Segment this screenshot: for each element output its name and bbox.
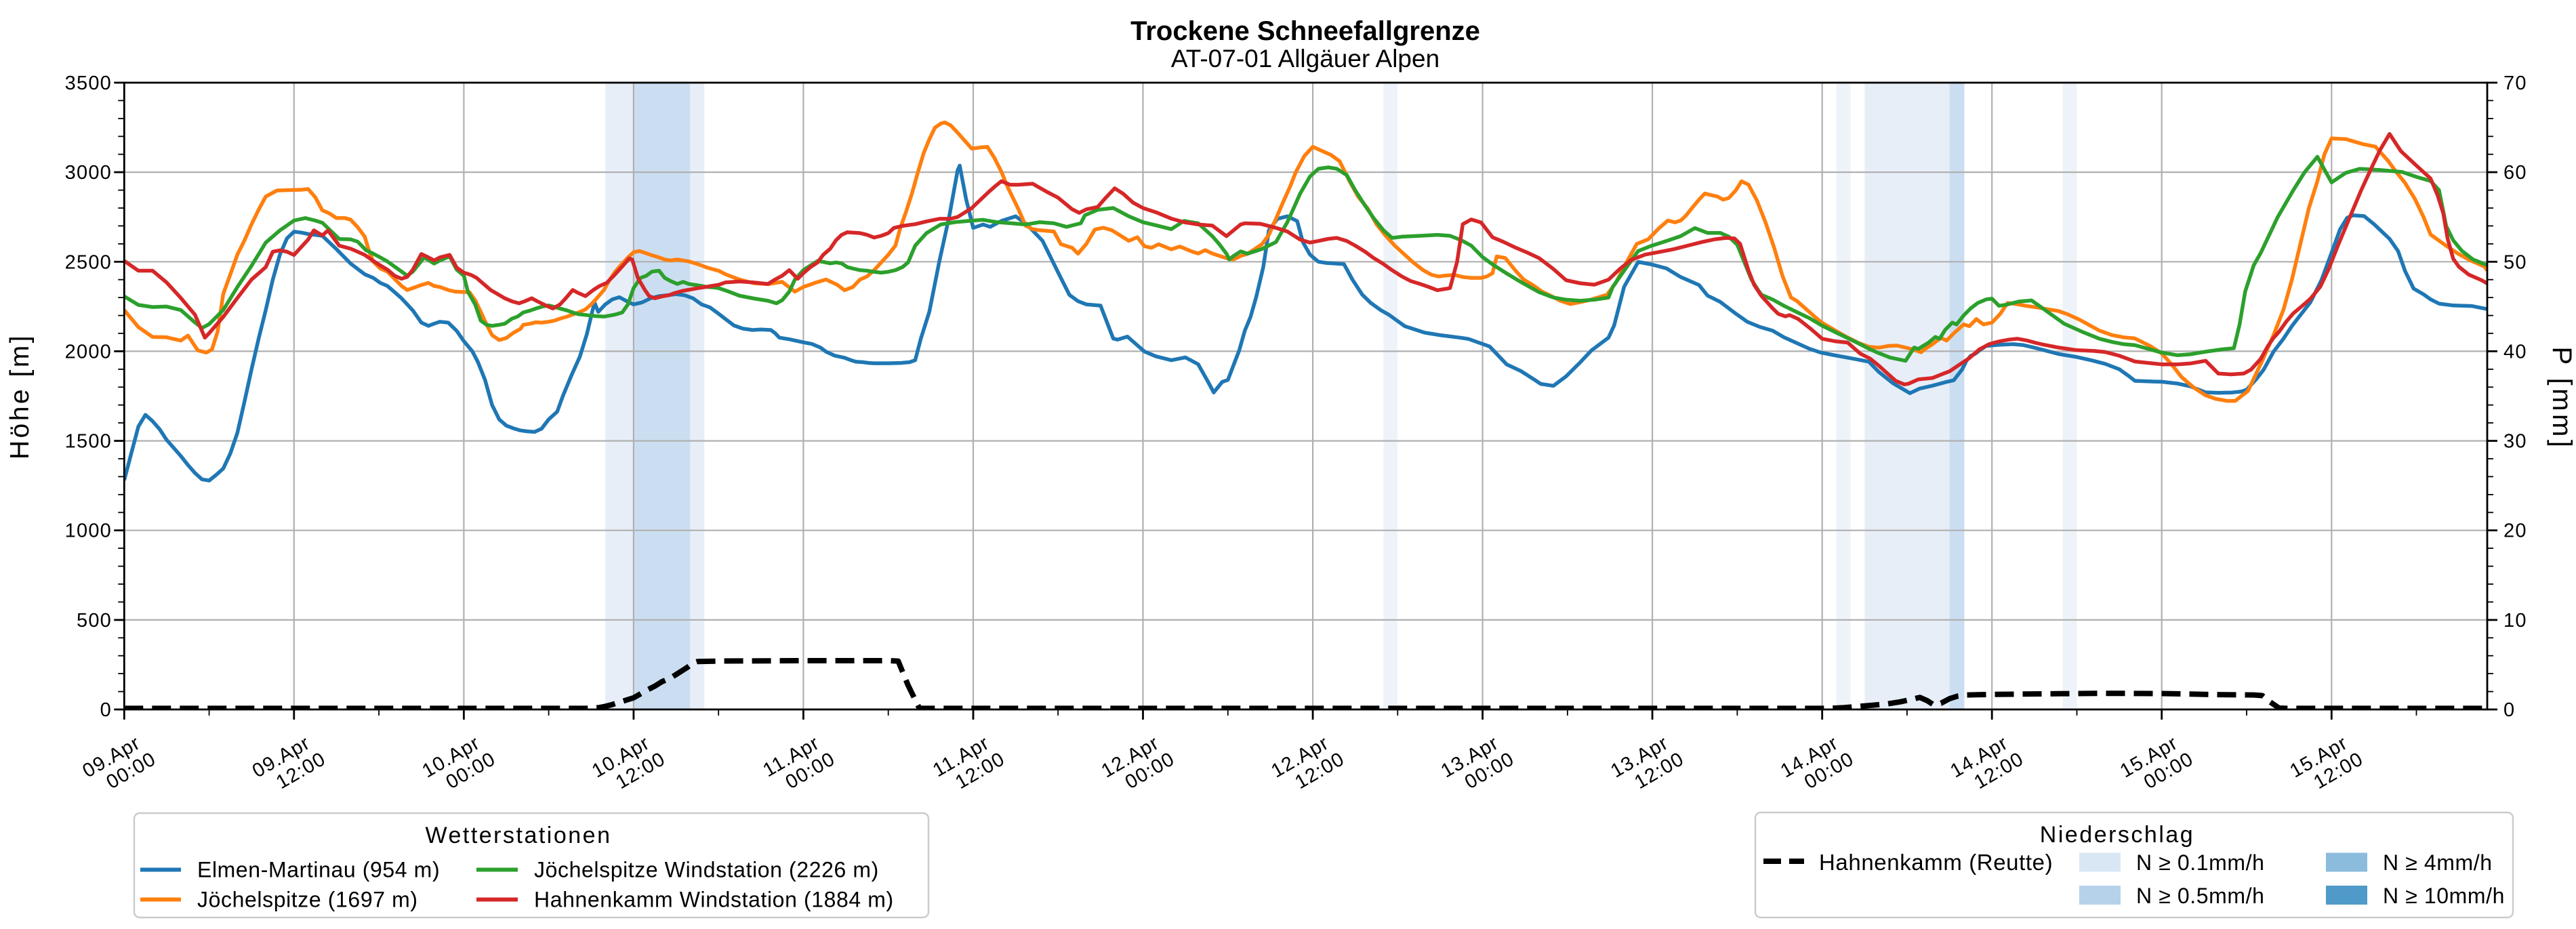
svg-text:Jöchelspitze Windstation (2226: Jöchelspitze Windstation (2226 m) <box>534 858 879 882</box>
svg-text:30: 30 <box>2503 431 2527 453</box>
svg-text:10: 10 <box>2503 610 2527 632</box>
svg-text:2500: 2500 <box>65 251 112 273</box>
svg-text:N ≥ 0.1mm/h: N ≥ 0.1mm/h <box>2136 850 2265 875</box>
svg-text:N ≥ 4mm/h: N ≥ 4mm/h <box>2383 850 2493 875</box>
svg-text:N ≥ 10mm/h: N ≥ 10mm/h <box>2383 884 2505 908</box>
svg-text:60: 60 <box>2503 162 2527 184</box>
svg-text:1500: 1500 <box>65 431 112 453</box>
svg-text:Elmen-Martinau (954 m): Elmen-Martinau (954 m) <box>197 858 440 882</box>
svg-text:3500: 3500 <box>65 73 112 94</box>
svg-text:0: 0 <box>2503 699 2515 721</box>
svg-text:1000: 1000 <box>65 520 112 542</box>
svg-text:Wetterstationen: Wetterstationen <box>425 823 611 848</box>
svg-text:Hahnenkamm Windstation (1884 m: Hahnenkamm Windstation (1884 m) <box>534 888 894 912</box>
svg-text:40: 40 <box>2503 341 2527 363</box>
svg-text:N ≥ 0.5mm/h: N ≥ 0.5mm/h <box>2136 884 2265 908</box>
svg-text:0: 0 <box>100 699 112 721</box>
svg-text:P [mm]: P [mm] <box>2547 347 2576 451</box>
svg-text:Trockene Schneefallgrenze: Trockene Schneefallgrenze <box>1130 16 1480 46</box>
svg-text:AT-07-01 Allgäuer Alpen: AT-07-01 Allgäuer Alpen <box>1171 45 1439 73</box>
svg-text:Jöchelspitze (1697 m): Jöchelspitze (1697 m) <box>197 888 418 912</box>
svg-text:3000: 3000 <box>65 162 112 184</box>
svg-text:2000: 2000 <box>65 341 112 363</box>
svg-text:Hahnenkamm (Reutte): Hahnenkamm (Reutte) <box>1819 850 2053 875</box>
svg-text:500: 500 <box>77 610 112 632</box>
svg-text:Höhe [m]: Höhe [m] <box>5 333 35 459</box>
svg-text:50: 50 <box>2503 251 2527 273</box>
svg-text:70: 70 <box>2503 73 2527 94</box>
svg-text:Niederschlag: Niederschlag <box>2040 822 2194 848</box>
svg-text:20: 20 <box>2503 520 2527 542</box>
